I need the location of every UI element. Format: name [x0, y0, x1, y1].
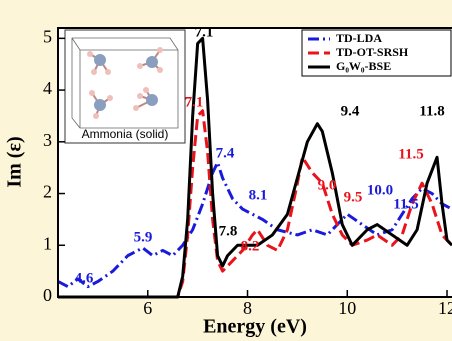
x-tick-label: 10: [338, 298, 356, 318]
annotation: 9.4: [341, 103, 360, 119]
annotation: 9.0: [318, 177, 337, 193]
annotation: 11.5: [398, 146, 423, 162]
y-tick-label: 2: [43, 182, 52, 202]
y-tick-label: 1: [43, 233, 52, 253]
y-tick-label: 5: [43, 26, 52, 46]
inset: Ammonia (solid): [65, 30, 185, 143]
annotation: 7.8: [219, 223, 238, 239]
legend-label: G₀W₀-BSE: [336, 59, 391, 73]
annotation: 10.0: [367, 182, 393, 198]
x-axis-label: Energy (eV): [203, 316, 307, 338]
inset-frame: [65, 30, 185, 143]
y-tick-label: 0: [43, 285, 52, 305]
y-axis-label: Im (ε): [4, 136, 26, 187]
annotation: 8.2: [241, 238, 260, 254]
x-tick-label: 8: [243, 298, 252, 318]
y-tick-label: 3: [43, 130, 52, 150]
annotation: 5.9: [134, 229, 153, 245]
legend-label: TD-LDA: [336, 31, 382, 45]
chart: Ammonia (solid) Energy (eV) Im (ε) 68101…: [0, 0, 452, 341]
y-tick-label: 4: [43, 78, 52, 98]
x-tick-label: 12: [438, 298, 452, 318]
annotation: 4.6: [75, 270, 94, 286]
x-tick-label: 6: [143, 298, 152, 318]
annotation: 8.1: [249, 187, 268, 203]
annotation: 9.5: [344, 189, 363, 205]
legend-label: TD-OT-SRSH: [336, 45, 409, 59]
annotation: 11.5: [393, 196, 418, 212]
annotation: 7.1: [195, 24, 214, 40]
annotation: 11.8: [419, 103, 444, 119]
annotation: 7.4: [216, 145, 235, 161]
inset-label: Ammonia (solid): [82, 127, 169, 141]
annotation: 7.1: [185, 94, 204, 110]
